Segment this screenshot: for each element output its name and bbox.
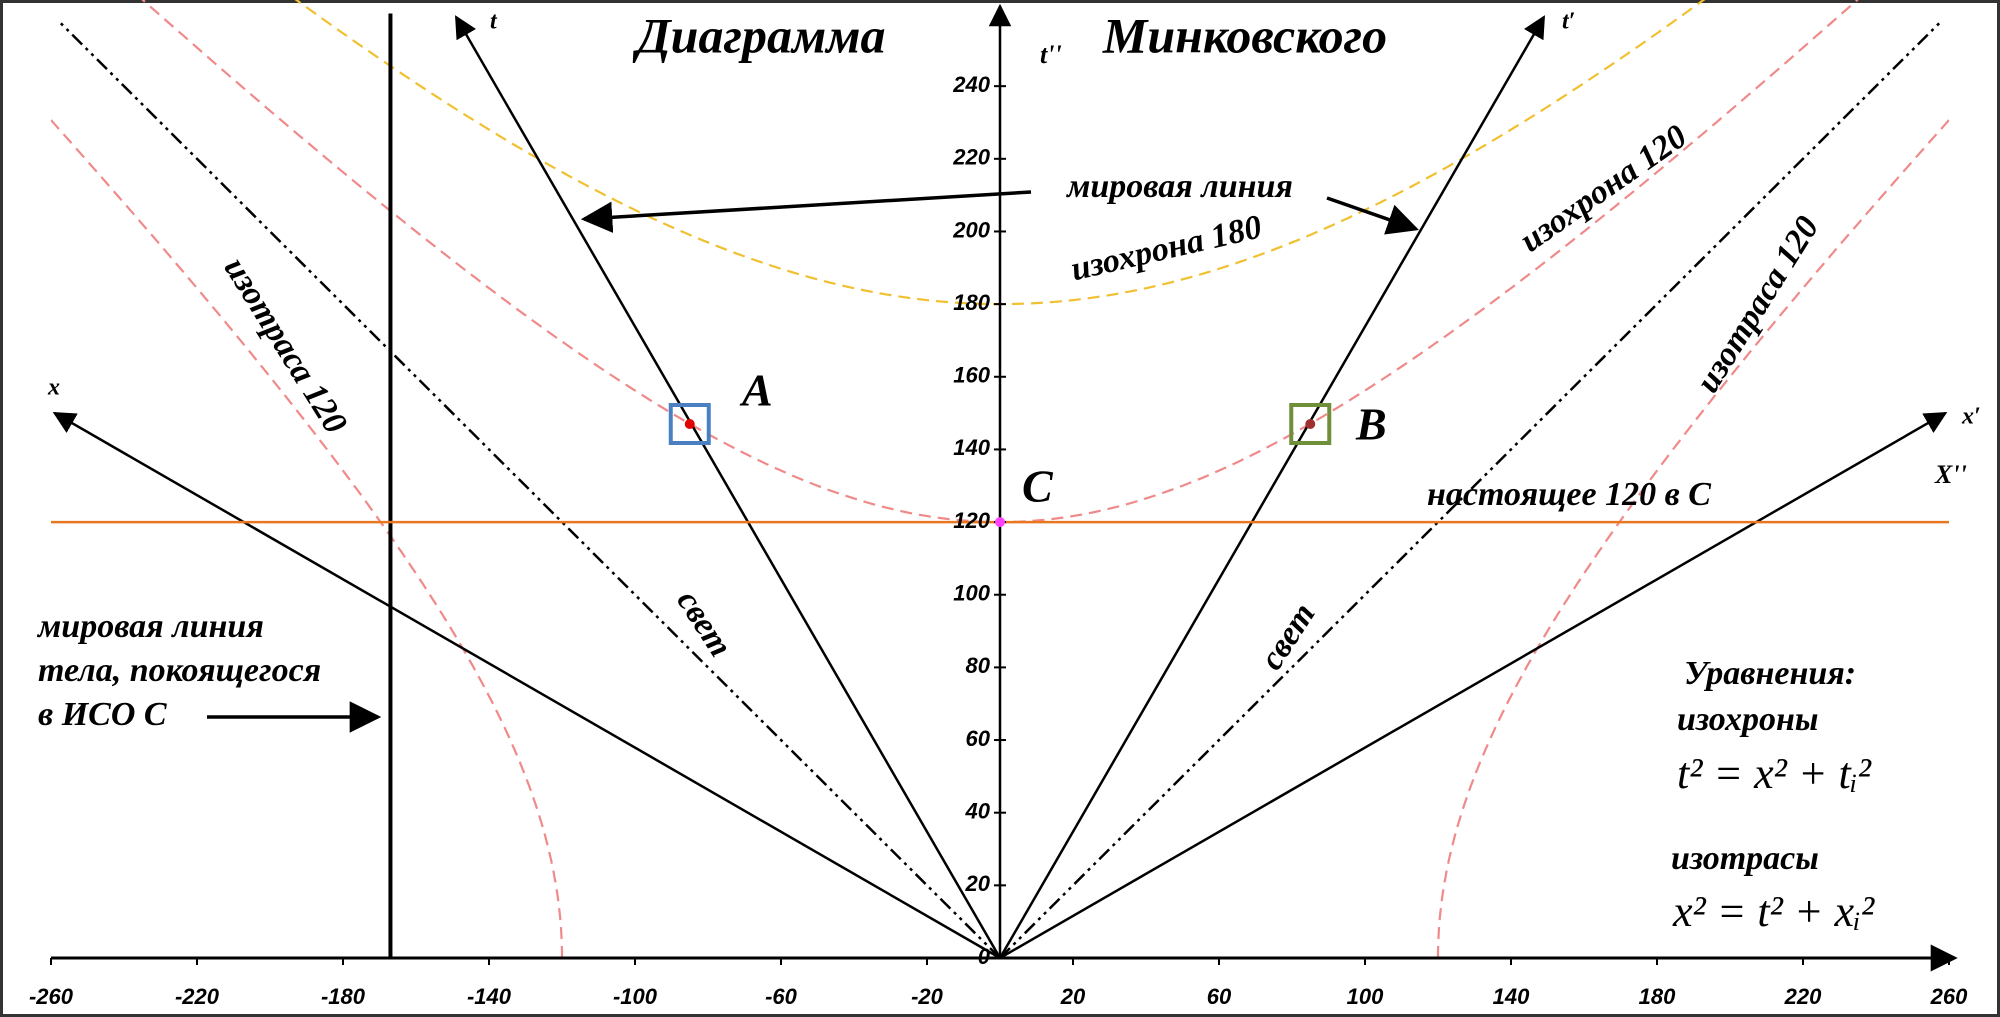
title-left: Диаграмма (633, 7, 886, 63)
x-tick-label: 220 (1784, 984, 1822, 1009)
points (668, 402, 1332, 528)
line (455, 15, 1002, 959)
x-tick-label: 180 (1639, 984, 1676, 1009)
line (999, 19, 1943, 959)
y-tick-label: 180 (953, 290, 990, 315)
x-tick-label: 100 (1347, 984, 1384, 1009)
y-tick-label: 240 (952, 72, 990, 97)
isotrace (1436, 118, 1949, 958)
point-label: C (1022, 461, 1054, 512)
line-label: x′ (1961, 404, 1981, 430)
title-right: Минковского (1102, 7, 1387, 63)
line-label: t′ (1562, 9, 1575, 35)
line-label: x (47, 375, 60, 401)
x-tick-label: -220 (175, 984, 220, 1009)
y-tick-label: 220 (952, 145, 990, 170)
line (52, 411, 1001, 960)
y-tick-label: 160 (953, 363, 990, 388)
x-tick-label: -260 (29, 984, 74, 1009)
rest-body-label: мировая линия (36, 608, 264, 645)
y-tick-label: 60 (966, 726, 991, 751)
point-label: B (1355, 399, 1387, 450)
world-line-label: мировая линия (1065, 168, 1293, 205)
arrow (580, 190, 1032, 234)
point (684, 418, 695, 429)
y-tick-label: 80 (966, 653, 991, 678)
y-tick-label: 200 (952, 217, 990, 242)
equation-label: изохроны (1677, 701, 1819, 738)
x-tick-label: -20 (911, 984, 944, 1009)
line (999, 411, 1948, 960)
equation-label: изотрасы (1671, 840, 1819, 877)
equations-title: Уравнения: (1684, 655, 1856, 692)
x-tick-label: 20 (1060, 984, 1086, 1009)
axes: 0 20 40 60 80 100 120 140 160 180 200 220 240 -260 -22… (29, 3, 1968, 1009)
point-box (668, 402, 711, 445)
y-tick-label: 140 (953, 435, 990, 460)
line (998, 15, 1545, 959)
arrow (1326, 196, 1419, 235)
x-tick-label: 60 (1207, 984, 1232, 1009)
x-axis-label: X'' (1934, 460, 1967, 489)
point (1305, 418, 1316, 429)
x-tick-label: -60 (765, 984, 798, 1009)
x-tick-label: -140 (467, 984, 512, 1009)
y-tick-label: 100 (953, 581, 990, 606)
y-axis-label: t'' (1040, 40, 1062, 69)
rest-body-label: тела, покоящегося (38, 652, 321, 689)
y-tick-label: 40 (965, 799, 991, 824)
point-label: A (739, 365, 773, 416)
y-tick-label: 120 (953, 508, 990, 533)
equation: x² = t² + xᵢ² (1672, 887, 1875, 936)
x-tick-label: -180 (321, 984, 366, 1009)
line (57, 19, 1001, 959)
equation: t² = x² + tᵢ² (1677, 749, 1872, 798)
isotrace (51, 118, 564, 958)
x-tick-label: 140 (1493, 984, 1530, 1009)
point-box (1289, 402, 1332, 445)
y-tick-label: 20 (965, 871, 991, 896)
x-tick-label: 260 (1930, 984, 1968, 1009)
rest-body-label: в ИСО С (38, 696, 167, 733)
y-tick-label: 0 (978, 944, 991, 969)
present-label: настоящее 120 в С (1427, 476, 1711, 513)
point (995, 517, 1005, 528)
x-tick-label: -100 (613, 984, 658, 1009)
line-label: t (490, 9, 498, 35)
